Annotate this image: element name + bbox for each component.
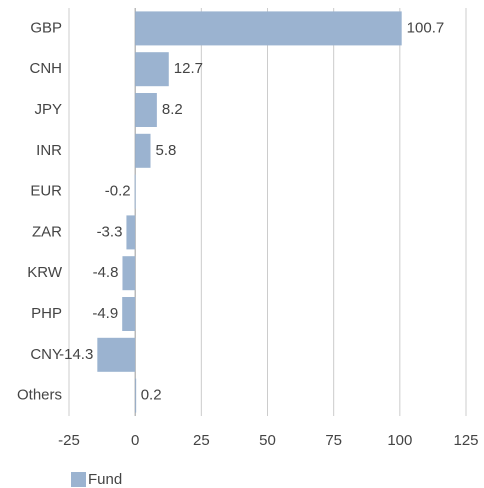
bar	[122, 256, 136, 291]
data-label: -14.3	[59, 346, 93, 363]
x-tick-label: 0	[131, 432, 139, 449]
y-tick-label: ZAR	[32, 223, 62, 240]
bar	[135, 133, 151, 168]
data-label: 5.8	[156, 142, 177, 159]
y-tick-label: KRW	[27, 264, 63, 281]
bar	[135, 93, 157, 127]
y-tick-label: INR	[36, 142, 62, 159]
legend-label: Fund	[88, 471, 122, 488]
y-tick-label: CNH	[30, 60, 63, 77]
bar	[122, 297, 136, 331]
y-tick-label: JPY	[34, 101, 62, 118]
bar	[97, 337, 136, 372]
x-tick-label: 50	[259, 432, 276, 449]
y-tick-label: GBP	[30, 19, 62, 36]
y-tick-label: CNY	[30, 346, 62, 363]
data-label: -4.9	[92, 305, 118, 322]
bar	[134, 174, 136, 209]
data-label: -3.3	[97, 223, 123, 240]
x-tick-label: 100	[387, 432, 412, 449]
bar	[135, 378, 137, 413]
bar	[135, 11, 402, 46]
data-label: -0.2	[105, 183, 131, 200]
y-tick-label: PHP	[31, 305, 62, 322]
data-label: 8.2	[162, 101, 183, 118]
y-tick-label: EUR	[30, 183, 62, 200]
data-label: -4.8	[93, 264, 119, 281]
legend-swatch	[71, 472, 86, 487]
x-tick-label: 125	[453, 432, 478, 449]
y-tick-label: Others	[17, 387, 62, 404]
bar	[135, 52, 169, 87]
x-tick-label: -25	[58, 432, 80, 449]
bar	[126, 215, 136, 250]
x-tick-label: 75	[325, 432, 342, 449]
data-label: 100.7	[407, 19, 445, 36]
data-label: 0.2	[141, 387, 162, 404]
data-label: 12.7	[174, 60, 203, 77]
x-tick-label: 25	[193, 432, 210, 449]
